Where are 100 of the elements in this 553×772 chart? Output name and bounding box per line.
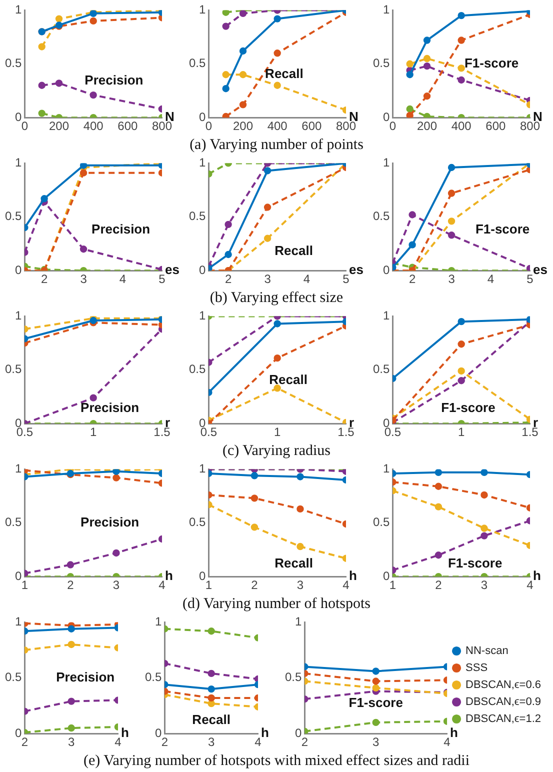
x-tick-label: 600 (118, 119, 138, 134)
x-tick-label: 4 (342, 578, 350, 592)
y-tick-label: 0 (382, 568, 390, 583)
y-tick-label: 0.5 (4, 56, 22, 70)
x-tick-label: 3 (208, 735, 215, 750)
y-tick-label: 0 (198, 110, 206, 124)
y-tick-label: 1 (382, 156, 390, 170)
x-tick-label: 5 (158, 272, 166, 286)
annotation: Recall (192, 712, 230, 727)
y-tick-label: 0 (14, 568, 22, 583)
annotation: Recall (274, 242, 313, 258)
y-tick-label: 0 (294, 726, 302, 740)
y-tick-label: 1 (382, 462, 390, 476)
x-tick-label: 1 (274, 425, 281, 440)
y-tick-label: 1 (14, 308, 22, 323)
x-tick-label: 400 (83, 119, 104, 134)
y-tick-label: 0.5 (4, 362, 22, 376)
legend-label: NN-scan (466, 645, 508, 658)
legend-label: SSS (466, 662, 488, 674)
x-tick-label: 4 (303, 272, 310, 286)
y-tick-label: 0.5 (144, 670, 162, 684)
annotation: F1-score (348, 695, 403, 710)
y-tick-label: 0 (14, 726, 22, 740)
y-tick-label: 1 (198, 308, 206, 323)
text: (b) Varying effect size (208, 290, 344, 307)
y-tick-label: 1 (154, 614, 162, 629)
annotation: Precision (80, 400, 140, 416)
y-tick-label: 0 (14, 110, 22, 124)
x-tick-label: 5 (526, 272, 534, 286)
y-tick-label: 0.5 (372, 515, 390, 530)
legend-label: DBSCAN,ϵ=0.9 (466, 696, 542, 708)
x-tick-label: 2 (40, 272, 48, 286)
y-tick-label: 0 (198, 262, 206, 277)
x-tick-label: 200 (232, 119, 254, 134)
x-tick-label: 4 (444, 735, 451, 750)
y-tick-label: 1 (382, 308, 390, 323)
x-tick-label: 2 (301, 735, 308, 750)
y-tick-label: 0.5 (4, 209, 22, 224)
x-tick-label: 2 (161, 735, 168, 750)
y-tick-label: 1 (14, 614, 22, 629)
x-tick-label: 3 (80, 272, 88, 286)
annotation: Recall (269, 372, 308, 388)
y-tick-label: 1 (14, 2, 22, 17)
x-tick-label: 3 (448, 272, 456, 286)
x-axis-title: h (349, 568, 357, 584)
y-tick-label: 1 (382, 2, 390, 17)
annotation: Precision (80, 514, 140, 530)
x-tick-label: 3 (68, 735, 75, 750)
annotation: Precision (56, 669, 115, 684)
x-tick-label: 4 (158, 578, 166, 592)
annotation: F1-score (441, 400, 496, 416)
x-axis-title: h (261, 725, 269, 740)
x-tick-label: 2 (224, 272, 232, 286)
x-axis-title: h (450, 725, 458, 740)
legend-label: DBSCAN,ϵ=0.6 (466, 679, 542, 692)
y-tick-label: 1 (198, 156, 206, 170)
x-tick-label: 5 (342, 272, 350, 286)
x-tick-label: 2 (408, 272, 416, 286)
x-tick-label: 4 (487, 272, 494, 286)
x-tick-label: 4 (254, 735, 262, 750)
x-axis-title: h (165, 568, 173, 584)
y-tick-label: 0.5 (188, 362, 206, 376)
y-tick-label: 0.5 (372, 209, 390, 224)
x-tick-label: 4 (114, 735, 122, 750)
y-tick-label: 0.5 (284, 670, 302, 684)
x-axis-title: h (121, 725, 129, 740)
x-tick-label: 1 (90, 425, 97, 440)
y-tick-label: 0.5 (188, 515, 206, 530)
annotation: F1-score (475, 221, 530, 236)
y-tick-label: 1 (198, 462, 206, 476)
y-tick-label: 0 (382, 262, 390, 277)
annotation: F1-score (464, 55, 519, 70)
x-tick-label: 2 (251, 578, 258, 592)
annotation: Recall (265, 66, 304, 82)
y-tick-label: 0.5 (188, 209, 206, 224)
x-tick-label: 1 (458, 425, 465, 440)
annotation: Precision (92, 221, 150, 236)
x-axis-title: es (533, 262, 548, 278)
x-tick-label: 3 (264, 272, 272, 286)
y-tick-label: 0 (382, 110, 390, 124)
annotation: Recall (274, 555, 313, 570)
y-tick-label: 0.5 (188, 56, 206, 70)
x-tick-label: 4 (119, 272, 126, 286)
y-tick-label: 0.5 (372, 56, 390, 70)
x-tick-label: 3 (296, 578, 304, 592)
y-tick-label: 0.5 (4, 670, 22, 684)
y-tick-label: 1 (14, 462, 22, 476)
text: (d) Varying number of hotspots (181, 596, 372, 613)
y-tick-label: 0 (154, 726, 162, 740)
y-tick-label: 0.5 (372, 362, 390, 376)
x-axis-title: es (349, 262, 364, 278)
x-axis-title: es (165, 262, 180, 278)
x-tick-label: 2 (21, 735, 28, 750)
y-tick-label: 1 (198, 2, 206, 17)
x-tick-label: 3 (112, 578, 120, 592)
x-tick-label: 200 (48, 119, 70, 134)
x-tick-label: 3 (480, 578, 488, 592)
x-tick-label: 600 (302, 119, 322, 134)
y-tick-label: 0 (198, 568, 206, 583)
x-tick-label: 4 (526, 578, 534, 592)
